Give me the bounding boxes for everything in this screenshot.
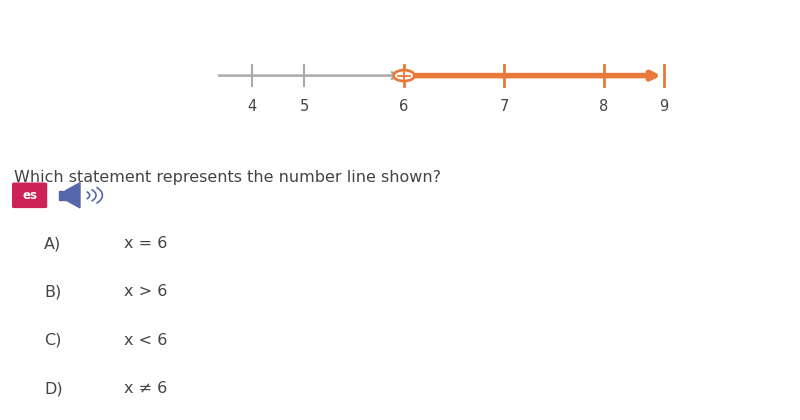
Text: D): D) [44, 381, 62, 396]
Text: es: es [22, 189, 37, 202]
Text: 4: 4 [247, 99, 257, 114]
Text: 6: 6 [399, 99, 409, 114]
Text: 8: 8 [599, 99, 609, 114]
Text: Which statement represents the number line shown?: Which statement represents the number li… [14, 170, 442, 185]
Text: x < 6: x < 6 [124, 333, 167, 348]
Text: B): B) [44, 284, 62, 299]
Text: x ≠ 6: x ≠ 6 [124, 381, 167, 396]
Bar [59, 191, 66, 200]
Text: A): A) [44, 236, 62, 251]
Text: x = 6: x = 6 [124, 236, 167, 251]
Text: 9: 9 [659, 99, 669, 114]
Circle shape [394, 70, 414, 81]
Polygon shape [66, 183, 80, 208]
Text: 7: 7 [499, 99, 509, 114]
FancyBboxPatch shape [12, 182, 47, 208]
Text: x > 6: x > 6 [124, 284, 167, 299]
Text: C): C) [44, 333, 62, 348]
Text: 5: 5 [299, 99, 309, 114]
